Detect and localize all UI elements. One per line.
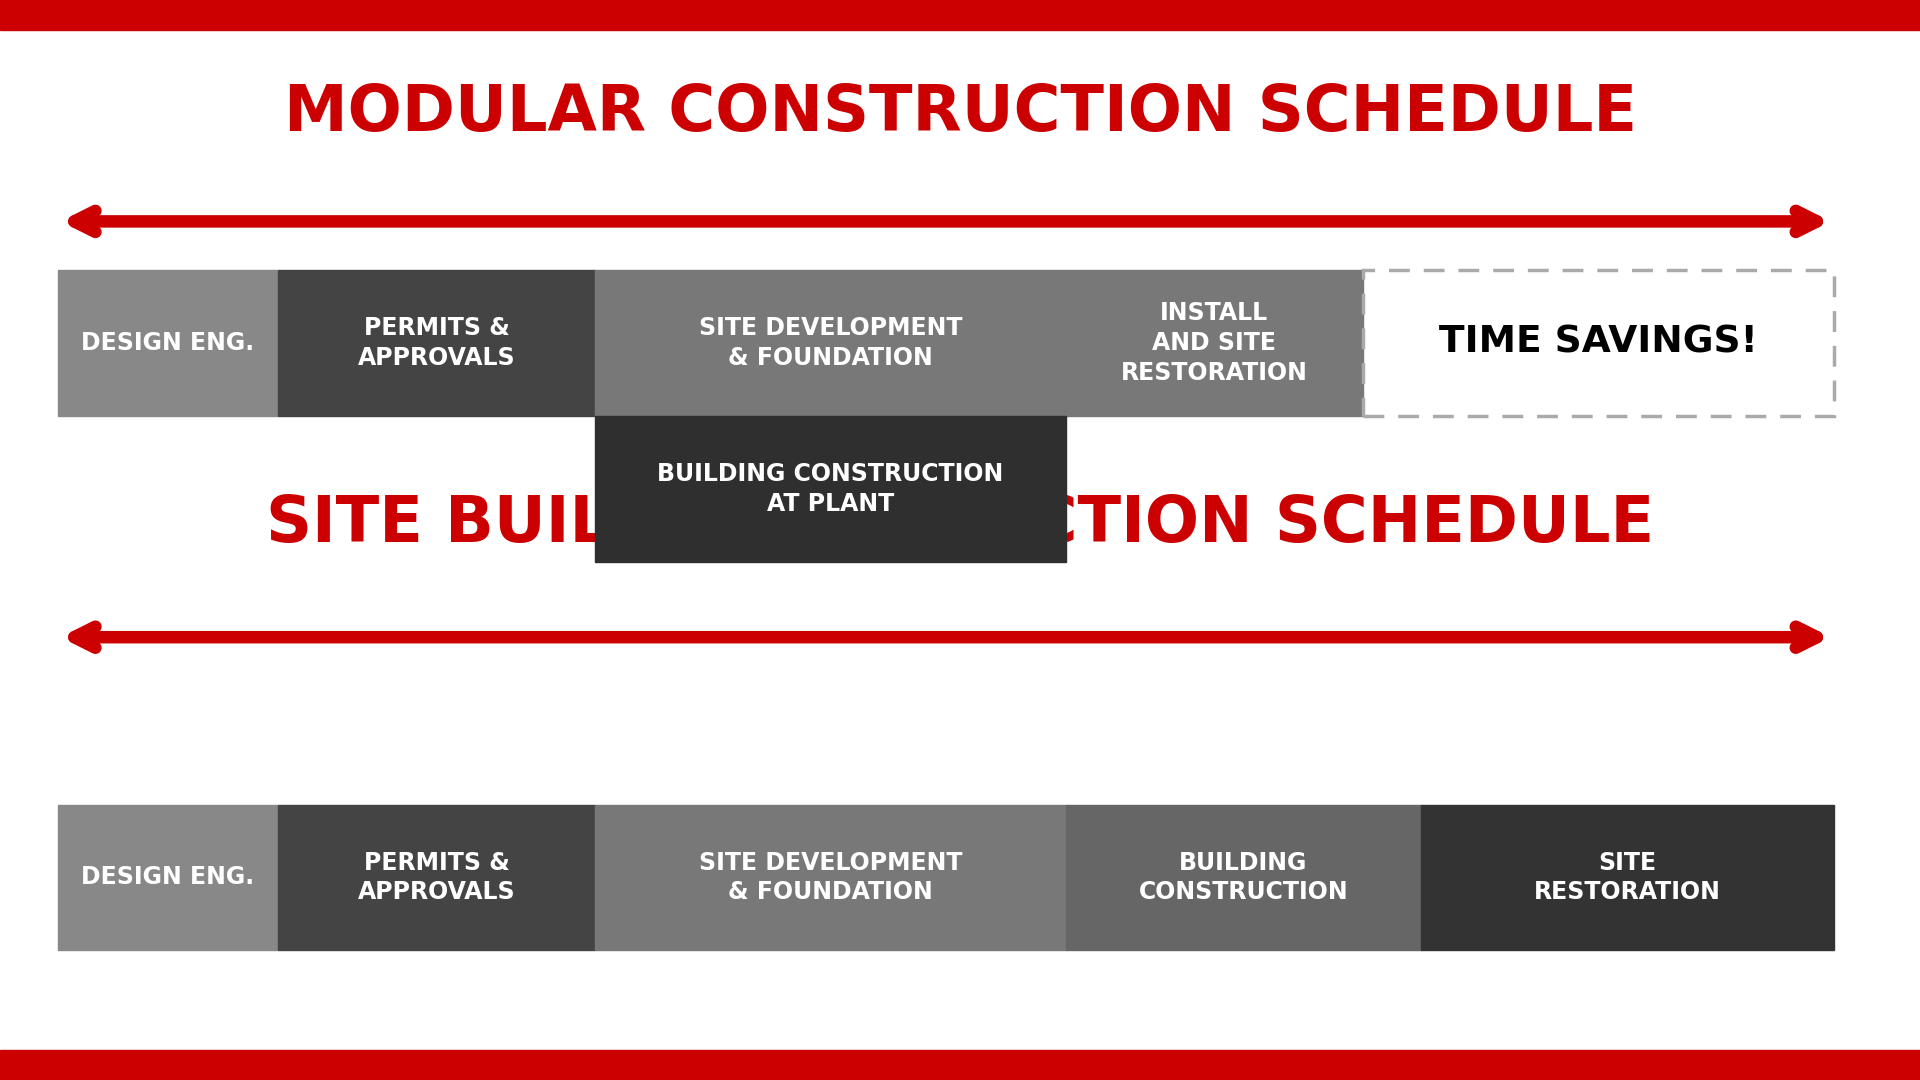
Text: PERMITS &
APPROVALS: PERMITS & APPROVALS — [357, 316, 516, 369]
Text: SITE
RESTORATION: SITE RESTORATION — [1534, 851, 1720, 904]
Bar — [1066, 270, 1363, 416]
Text: SITE DEVELOPMENT
& FOUNDATION: SITE DEVELOPMENT & FOUNDATION — [699, 316, 962, 369]
Text: INSTALL
AND SITE
RESTORATION: INSTALL AND SITE RESTORATION — [1121, 301, 1308, 384]
Text: BUILDING CONSTRUCTION
AT PLANT: BUILDING CONSTRUCTION AT PLANT — [657, 462, 1004, 515]
Bar — [58, 805, 278, 950]
Bar — [595, 270, 1066, 416]
Text: DESIGN ENG.: DESIGN ENG. — [81, 330, 255, 355]
Bar — [1421, 805, 1834, 950]
Text: SITE BUILD CONSTRUCTION SCHEDULE: SITE BUILD CONSTRUCTION SCHEDULE — [267, 492, 1653, 555]
Bar — [0, 0, 1920, 30]
Bar — [58, 270, 278, 416]
Bar — [278, 805, 595, 950]
Text: DESIGN ENG.: DESIGN ENG. — [81, 865, 255, 890]
Bar — [0, 1050, 1920, 1080]
Bar — [278, 270, 595, 416]
Bar — [595, 805, 1066, 950]
Bar — [1363, 270, 1834, 416]
Bar — [1066, 805, 1421, 950]
Text: SITE DEVELOPMENT
& FOUNDATION: SITE DEVELOPMENT & FOUNDATION — [699, 851, 962, 904]
Text: BUILDING
CONSTRUCTION: BUILDING CONSTRUCTION — [1139, 851, 1348, 904]
Text: TIME SAVINGS!: TIME SAVINGS! — [1438, 325, 1759, 361]
Text: PERMITS &
APPROVALS: PERMITS & APPROVALS — [357, 851, 516, 904]
Bar — [595, 416, 1066, 562]
Text: MODULAR CONSTRUCTION SCHEDULE: MODULAR CONSTRUCTION SCHEDULE — [284, 82, 1636, 145]
